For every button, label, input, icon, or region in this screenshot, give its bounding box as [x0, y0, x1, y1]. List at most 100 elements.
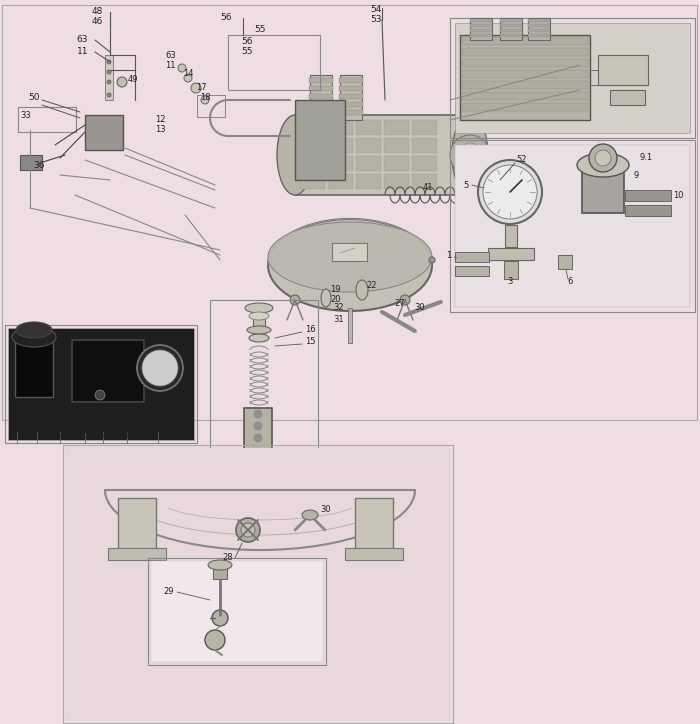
Bar [455, 145, 690, 307]
Text: 15: 15 [305, 337, 316, 347]
Text: 52: 52 [516, 156, 526, 164]
Circle shape [212, 610, 228, 626]
Text: 19: 19 [330, 285, 340, 295]
Bar [310, 75, 332, 120]
Bar [356, 174, 381, 189]
Text: 63: 63 [165, 51, 176, 59]
Circle shape [107, 80, 111, 84]
Bar [462, 70, 588, 78]
Bar [339, 94, 363, 99]
Bar [213, 565, 227, 579]
Bar [625, 190, 671, 201]
Bar [598, 55, 648, 85]
Bar [500, 24, 522, 27]
Bar [210, 300, 318, 460]
Text: 18: 18 [200, 93, 211, 103]
Bar [300, 138, 325, 153]
Bar [66, 448, 450, 720]
Bar [295, 100, 345, 180]
Bar [356, 156, 381, 171]
Circle shape [450, 135, 490, 175]
Ellipse shape [268, 222, 432, 292]
Bar [610, 90, 645, 105]
Bar [8, 328, 194, 440]
Text: 63: 63 [76, 35, 88, 44]
Text: 32: 32 [333, 303, 344, 313]
Bar [505, 225, 517, 247]
Text: 10: 10 [12, 431, 22, 439]
Text: 1: 1 [125, 431, 130, 439]
Bar [384, 156, 409, 171]
Bar [500, 19, 522, 22]
Bar [500, 18, 522, 40]
Bar [328, 156, 353, 171]
Text: 22: 22 [366, 280, 377, 290]
Bar [504, 261, 518, 279]
Text: 53: 53 [370, 15, 382, 25]
Text: 5: 5 [155, 431, 160, 439]
Bar [500, 29, 522, 32]
Bar [339, 86, 363, 91]
Bar [450, 140, 695, 312]
Bar [5, 325, 197, 443]
Bar [355, 498, 393, 553]
Text: 11: 11 [165, 61, 176, 70]
Text: 5: 5 [463, 180, 469, 190]
Bar [462, 59, 588, 67]
Circle shape [254, 410, 262, 418]
Bar [340, 75, 362, 120]
Bar [470, 18, 492, 40]
Bar [20, 155, 42, 170]
Bar [528, 24, 550, 27]
Circle shape [400, 295, 410, 305]
Ellipse shape [321, 289, 331, 307]
Bar [63, 445, 453, 723]
Bar [412, 156, 437, 171]
Ellipse shape [452, 115, 488, 195]
Circle shape [595, 150, 611, 166]
Ellipse shape [249, 334, 269, 342]
Text: 12: 12 [155, 116, 165, 125]
Text: 9: 9 [634, 170, 639, 180]
Text: 56: 56 [220, 14, 232, 22]
Bar [18, 107, 76, 132]
Text: 48: 48 [92, 7, 103, 17]
Bar [309, 78, 333, 83]
Circle shape [107, 60, 111, 64]
Text: 55: 55 [241, 48, 253, 56]
Ellipse shape [16, 322, 52, 338]
Bar [328, 138, 353, 153]
Bar [309, 94, 333, 99]
Bar [244, 408, 272, 450]
Bar [582, 165, 624, 213]
Text: 54: 54 [370, 6, 382, 14]
Text: 10: 10 [673, 190, 683, 200]
Text: 36: 36 [34, 161, 45, 169]
Bar [528, 29, 550, 32]
Bar [295, 115, 470, 195]
Bar [384, 174, 409, 189]
Text: 9.1: 9.1 [640, 153, 653, 162]
Ellipse shape [245, 303, 273, 313]
Bar [462, 37, 588, 45]
Bar [412, 174, 437, 189]
Bar [108, 548, 166, 560]
Bar [384, 138, 409, 153]
Text: 9: 9 [34, 431, 40, 439]
Ellipse shape [577, 153, 629, 177]
Circle shape [107, 70, 111, 74]
Text: 41: 41 [423, 183, 433, 193]
Ellipse shape [208, 560, 232, 570]
Bar [197, 95, 225, 117]
Bar [328, 120, 353, 135]
Circle shape [458, 143, 482, 167]
Circle shape [589, 144, 617, 172]
Bar [412, 138, 437, 153]
Bar [455, 23, 690, 133]
Text: 28: 28 [223, 554, 233, 563]
Bar [85, 115, 123, 150]
Bar [528, 18, 550, 40]
Bar [412, 120, 437, 135]
Ellipse shape [247, 326, 271, 334]
Bar [470, 34, 492, 37]
